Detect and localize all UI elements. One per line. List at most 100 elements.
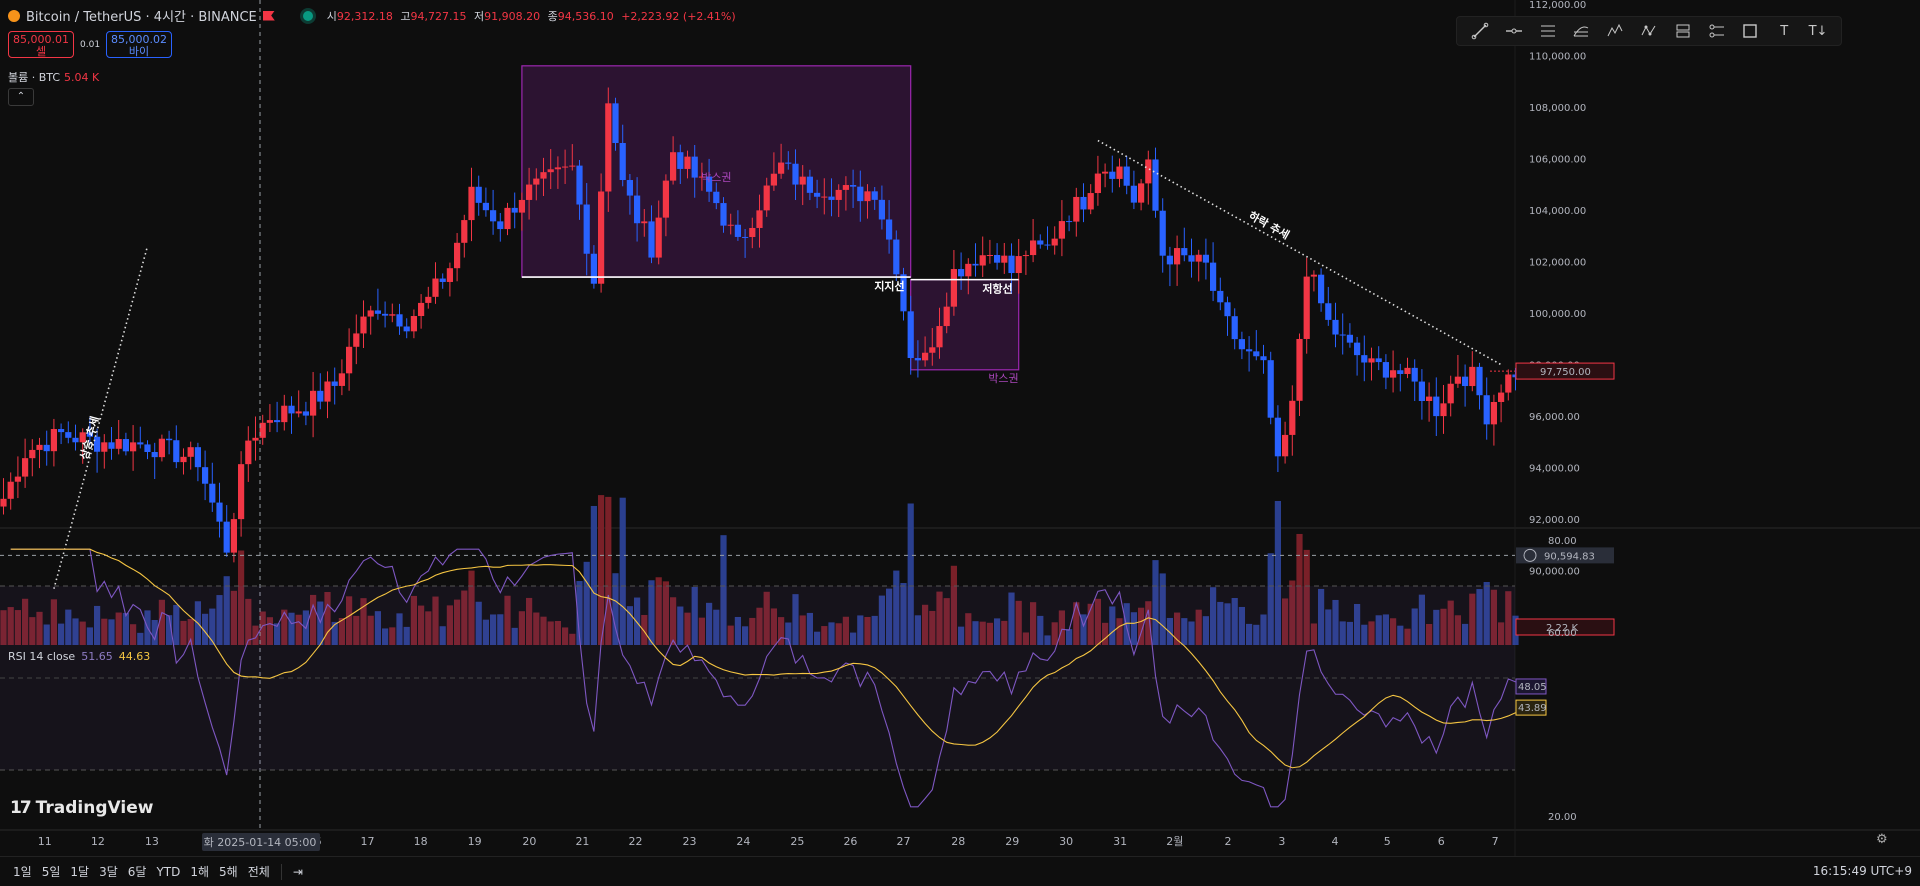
volume-bar (655, 577, 662, 645)
period-1d[interactable]: 1일 (13, 865, 32, 879)
volume-bar (338, 617, 345, 645)
market-status-icon (302, 10, 313, 21)
volume-bar (94, 605, 101, 645)
trend-line (53, 245, 149, 589)
date-range-icon[interactable]: ⇥ (292, 864, 303, 879)
volume-bar (173, 604, 180, 645)
price-tick-label: 110,000.00 (1529, 52, 1586, 63)
volume-bar (468, 570, 475, 645)
volume-bar (1008, 592, 1015, 645)
price-tick-label: 104,000.00 (1529, 206, 1586, 217)
timeframe-bar: 1일 5일 1달 3달 6달 YTD 1해 5해 전체 ⇥ (0, 856, 1920, 886)
candle-body (295, 411, 302, 414)
volume-bar (763, 591, 770, 645)
volume-bar (648, 580, 655, 645)
volume-bar (1210, 587, 1217, 645)
period-5y[interactable]: 5해 (219, 865, 238, 879)
candle-body (1195, 254, 1202, 262)
volume-bar (605, 496, 612, 645)
candle-body (1418, 381, 1425, 401)
time-tick-label: 19 (468, 835, 482, 848)
period-1y[interactable]: 1해 (190, 865, 210, 879)
abcd-pattern-icon[interactable] (1638, 20, 1660, 42)
volume-bar (331, 621, 338, 645)
short-position-icon[interactable] (1706, 20, 1728, 42)
candle-body (1440, 403, 1447, 417)
volume-bar (230, 590, 237, 645)
candle-body (763, 185, 770, 211)
rsi-last-box (1515, 678, 1547, 695)
candle-body (1001, 255, 1008, 263)
volume-bar (1397, 625, 1404, 645)
symbol-header: Bitcoin / TetherUS · 4시간 · BINANCE 시92,3… (8, 6, 740, 25)
volume-bar (425, 611, 432, 645)
candle-body (914, 358, 921, 361)
candle-body (540, 172, 547, 179)
symbol-title[interactable]: Bitcoin / TetherUS · 4시간 · BINANCE (26, 10, 257, 25)
volume-bar (1130, 612, 1137, 645)
rsi-legend[interactable]: RSI 14 close 51.65 44.63 (8, 650, 151, 663)
fib-retracement-icon[interactable] (1570, 20, 1592, 42)
candle-body (1037, 240, 1044, 245)
volume-bar (1116, 618, 1123, 645)
candle-body (202, 467, 209, 484)
tradingview-logo[interactable]: 17 TradingView (10, 798, 154, 818)
volume-bar (619, 497, 626, 645)
price-tick-label: 96,000.00 (1529, 412, 1580, 423)
collapse-legend-button[interactable]: ⌃ (8, 88, 34, 106)
candle-body (396, 314, 403, 327)
horizontal-ray-icon[interactable] (1503, 20, 1525, 42)
time-tick-label: 22 (629, 835, 643, 848)
volume-bar (151, 619, 158, 645)
candle-body (706, 176, 713, 192)
volume-bar (878, 595, 885, 645)
volume-bar (396, 613, 403, 645)
period-5d[interactable]: 5일 (41, 865, 61, 879)
volume-bar (756, 607, 763, 645)
candle-body (1397, 370, 1404, 374)
last-price-label: 97,750.00 (1540, 367, 1591, 378)
text-anchor-icon[interactable]: T↓ (1808, 23, 1828, 39)
elliott-wave-icon[interactable] (1604, 20, 1626, 42)
drawing-toolbar: T T↓ (1456, 16, 1842, 46)
volume-legend[interactable]: 볼륨 · BTC 5.04 K (8, 71, 100, 84)
period-all[interactable]: 전체 (247, 865, 270, 879)
candle-body (1433, 396, 1440, 417)
candle-body (468, 186, 475, 221)
flag-icon[interactable] (262, 10, 275, 21)
candle-body (1210, 262, 1217, 291)
period-1m[interactable]: 1달 (70, 865, 90, 879)
price-chart[interactable]: 112,000.00 110,000.00 108,000.00 106,000.00… (0, 0, 1920, 856)
candle-body (86, 432, 93, 437)
candle-body (835, 189, 842, 200)
candle-body (223, 521, 230, 553)
period-ytd[interactable]: YTD (156, 864, 181, 879)
chart-settings-icon[interactable]: ⚙ (1876, 832, 1888, 847)
long-position-icon[interactable] (1672, 20, 1694, 42)
volume-bar (972, 621, 979, 645)
candle-body (374, 310, 381, 314)
period-6m[interactable]: 6달 (127, 865, 147, 879)
volume-bar (986, 622, 993, 645)
volume-bar (1159, 573, 1166, 645)
parallel-channel-icon[interactable] (1537, 20, 1559, 42)
candle-body (986, 254, 993, 256)
volume-bar (1390, 618, 1397, 645)
spread-value: 0.01 (80, 39, 101, 50)
volume-bar (1102, 622, 1109, 645)
sell-button[interactable]: 85,000.01 셀 (8, 31, 74, 58)
text-icon[interactable]: T (1780, 23, 1789, 39)
candle-body (518, 199, 525, 213)
volume-bar (1253, 624, 1260, 645)
rectangle-icon[interactable] (1739, 20, 1761, 42)
clock[interactable]: 16:15:49 UTC+9 (1812, 864, 1912, 878)
period-3m[interactable]: 3달 (99, 865, 118, 879)
level-label: 저항선 (982, 282, 1012, 296)
candle-body (821, 196, 828, 198)
candle-body (259, 422, 266, 438)
trend-line-icon[interactable] (1469, 20, 1491, 42)
volume-bar (871, 615, 878, 645)
volume-bar (180, 620, 187, 645)
buy-button[interactable]: 85,000.02 바이 (106, 31, 173, 58)
